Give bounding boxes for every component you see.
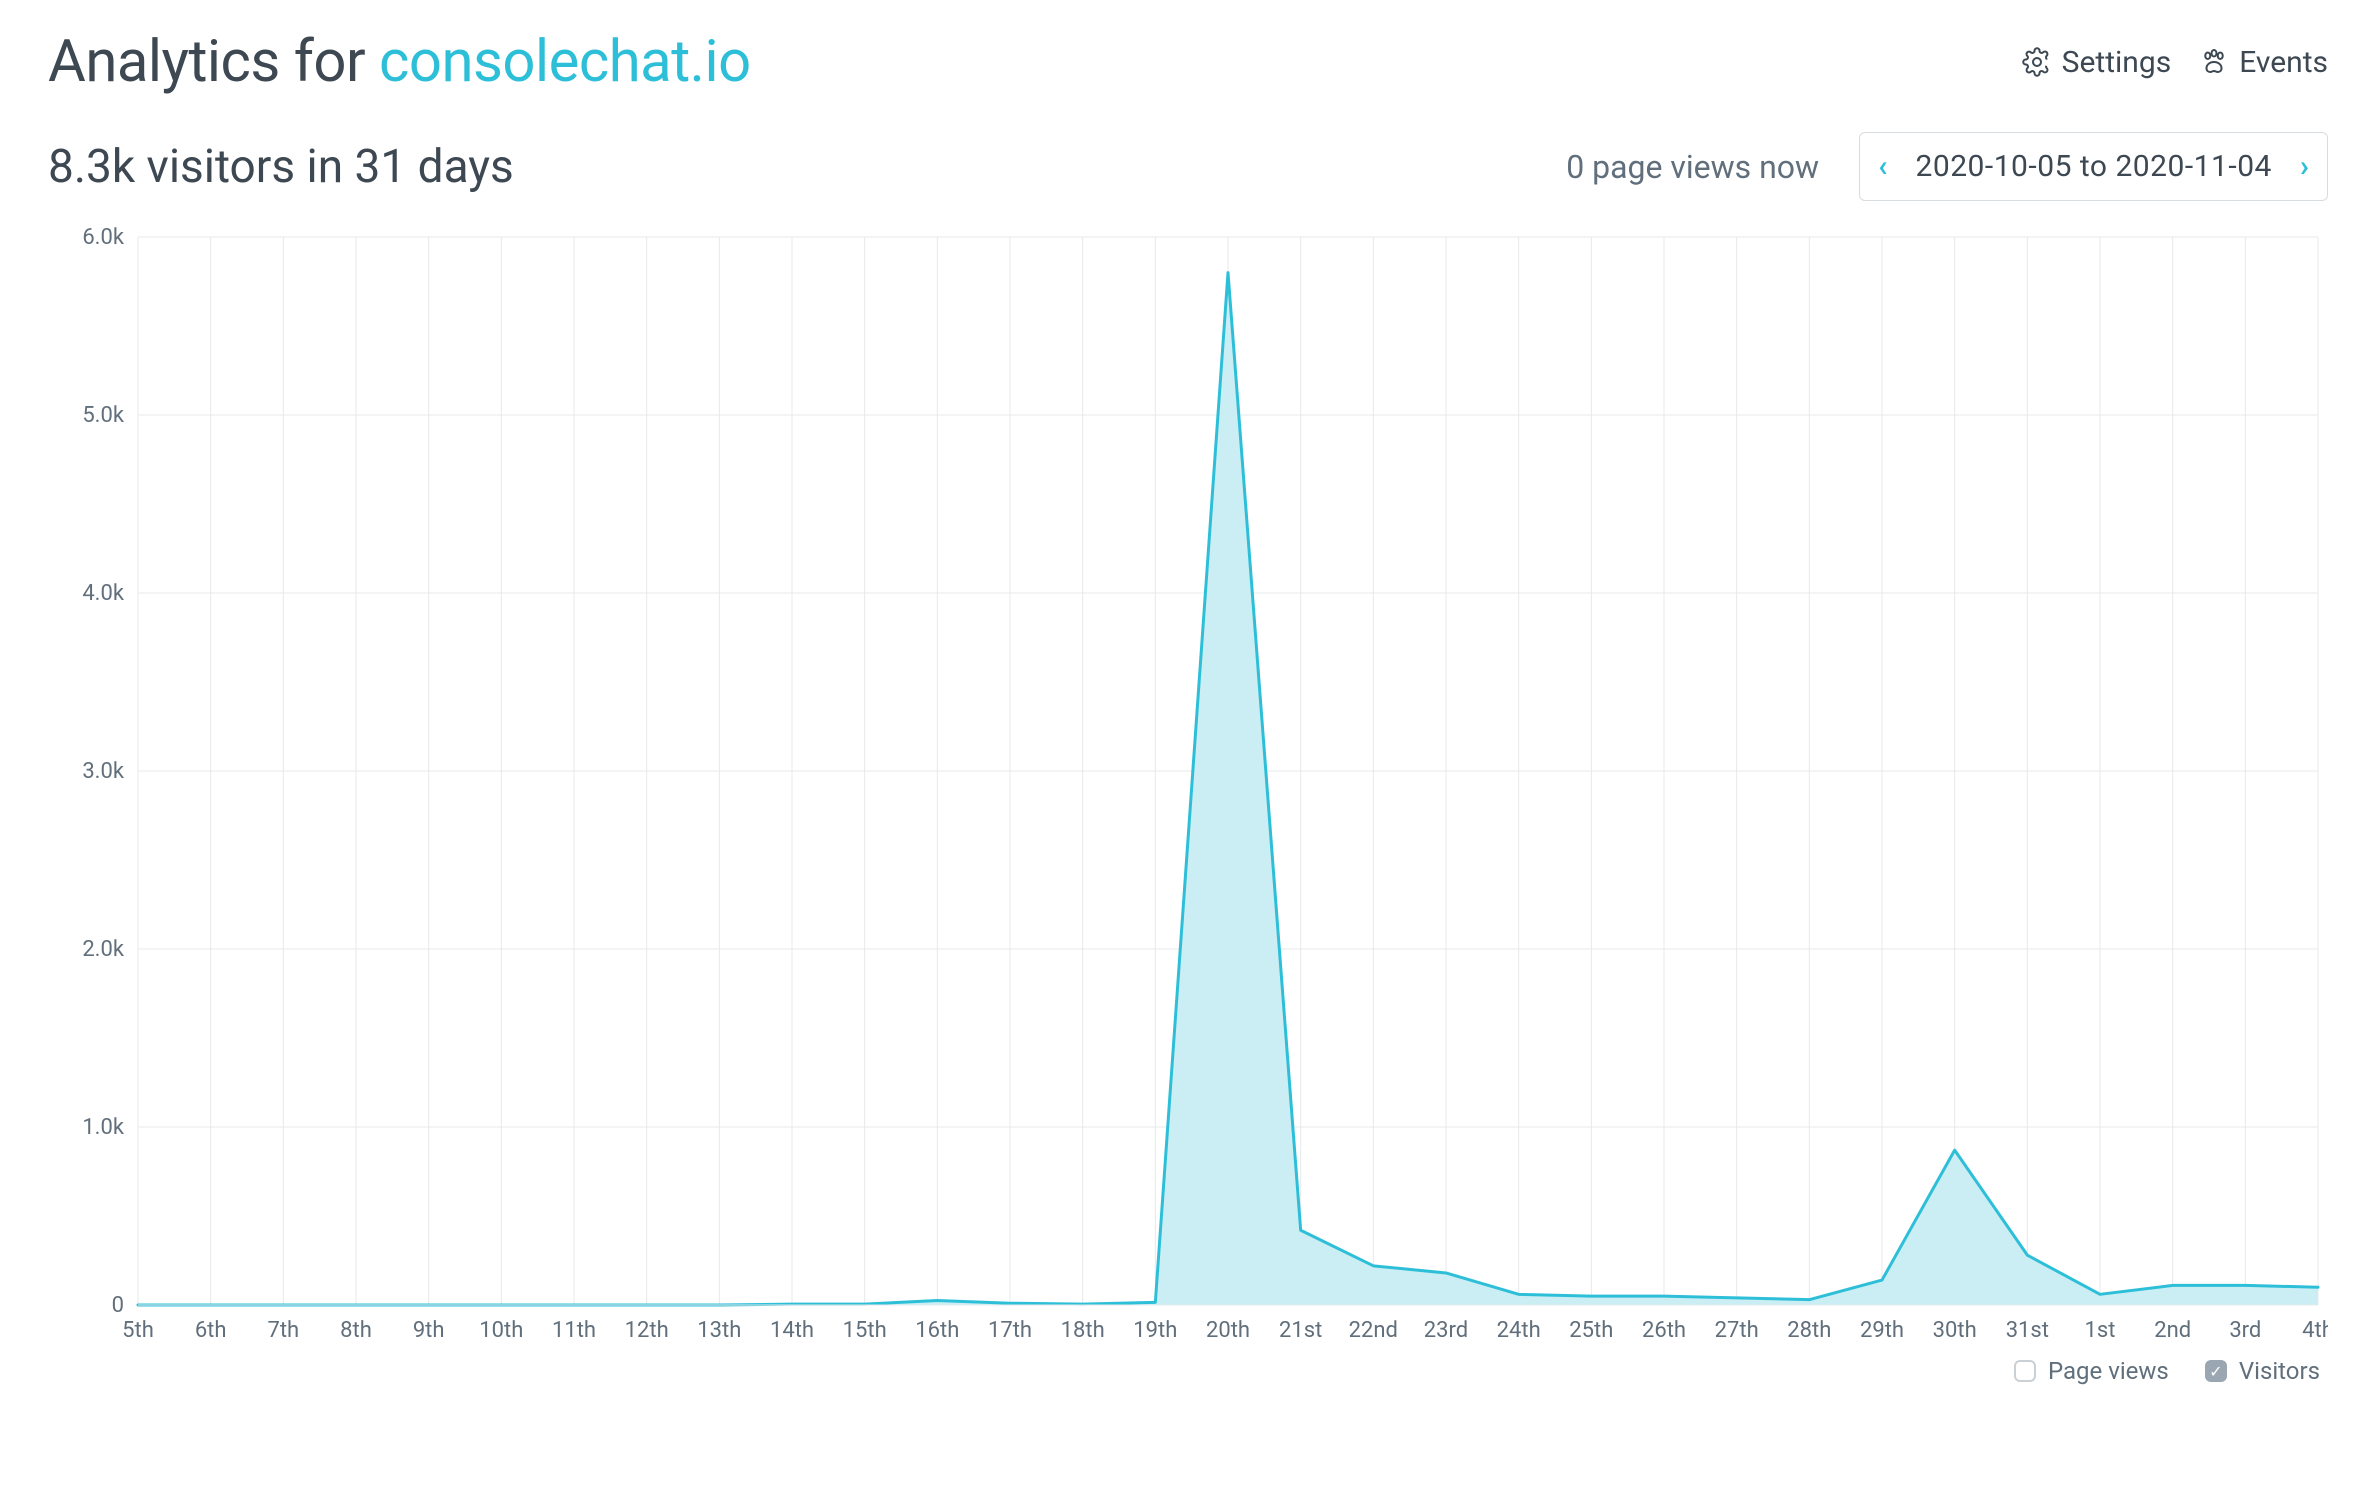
svg-text:5.0k: 5.0k xyxy=(82,403,125,428)
svg-text:29th: 29th xyxy=(1860,1318,1904,1343)
svg-text:12th: 12th xyxy=(625,1318,669,1343)
live-page-views: 0 page views now xyxy=(1566,148,1819,186)
svg-text:6th: 6th xyxy=(195,1318,227,1343)
svg-text:4th: 4th xyxy=(2302,1318,2328,1343)
svg-text:18th: 18th xyxy=(1061,1318,1105,1343)
svg-text:9th: 9th xyxy=(413,1318,445,1343)
svg-text:5th: 5th xyxy=(122,1318,154,1343)
svg-text:19th: 19th xyxy=(1133,1318,1177,1343)
settings-button[interactable]: Settings xyxy=(2022,45,2172,80)
visitors-chart: 0 1.0k 2.0k 3.0k 4.0k 5.0k 6.0k 5th 6th 7th 8th 9th… xyxy=(48,225,2328,1345)
svg-text:16th: 16th xyxy=(915,1318,959,1343)
site-name[interactable]: consolechat.io xyxy=(379,28,751,96)
svg-text:4.0k: 4.0k xyxy=(82,581,125,606)
svg-text:20th: 20th xyxy=(1206,1318,1250,1343)
legend-visitors-label: Visitors xyxy=(2239,1357,2320,1385)
svg-text:24th: 24th xyxy=(1497,1318,1541,1343)
svg-text:21st: 21st xyxy=(1279,1318,1322,1343)
svg-text:2nd: 2nd xyxy=(2154,1318,2191,1343)
chevron-right-icon[interactable]: › xyxy=(2300,152,2309,182)
svg-text:17th: 17th xyxy=(988,1318,1032,1343)
checkbox-checked-icon: ✓ xyxy=(2205,1360,2227,1382)
svg-text:27th: 27th xyxy=(1715,1318,1759,1343)
gear-icon xyxy=(2022,47,2052,77)
svg-text:3.0k: 3.0k xyxy=(82,759,125,784)
svg-text:3rd: 3rd xyxy=(2229,1318,2261,1343)
svg-text:14th: 14th xyxy=(770,1318,814,1343)
page-title: Analytics for consolechat.io xyxy=(48,28,751,96)
svg-text:10th: 10th xyxy=(479,1318,523,1343)
svg-text:8th: 8th xyxy=(340,1318,372,1343)
svg-text:28th: 28th xyxy=(1787,1318,1831,1343)
checkbox-unchecked-icon xyxy=(2014,1360,2036,1382)
svg-text:1.0k: 1.0k xyxy=(82,1115,125,1140)
svg-text:15th: 15th xyxy=(843,1318,887,1343)
legend-page-views-label: Page views xyxy=(2048,1357,2169,1385)
legend-page-views[interactable]: Page views xyxy=(2014,1357,2169,1385)
page-title-prefix: Analytics for xyxy=(48,28,379,96)
svg-text:31st: 31st xyxy=(2006,1318,2049,1343)
svg-text:26th: 26th xyxy=(1642,1318,1686,1343)
svg-text:6.0k: 6.0k xyxy=(82,225,125,250)
svg-text:30th: 30th xyxy=(1933,1318,1977,1343)
svg-text:25th: 25th xyxy=(1569,1318,1613,1343)
svg-text:0: 0 xyxy=(112,1293,124,1318)
visitor-summary: 8.3k visitors in 31 days xyxy=(48,140,514,194)
settings-label: Settings xyxy=(2062,45,2172,80)
svg-text:7th: 7th xyxy=(267,1318,299,1343)
date-range-picker[interactable]: ‹ 2020-10-05 to 2020-11-04 › xyxy=(1859,132,2328,201)
chevron-left-icon[interactable]: ‹ xyxy=(1878,152,1887,182)
events-label: Events xyxy=(2239,45,2328,80)
svg-text:23rd: 23rd xyxy=(1424,1318,1468,1343)
svg-text:22nd: 22nd xyxy=(1349,1318,1398,1343)
paw-icon xyxy=(2199,47,2229,77)
svg-text:11th: 11th xyxy=(552,1318,596,1343)
events-button[interactable]: Events xyxy=(2199,45,2328,80)
date-range-label: 2020-10-05 to 2020-11-04 xyxy=(1915,149,2271,184)
svg-text:1st: 1st xyxy=(2085,1318,2116,1343)
svg-text:2.0k: 2.0k xyxy=(82,937,125,962)
svg-text:13th: 13th xyxy=(697,1318,741,1343)
legend-visitors[interactable]: ✓ Visitors xyxy=(2205,1357,2320,1385)
